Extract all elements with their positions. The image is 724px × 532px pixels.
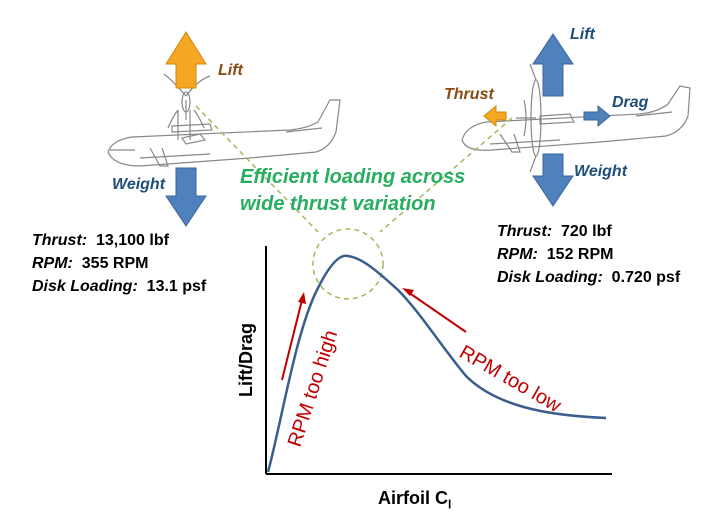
right-drag-arrow bbox=[583, 104, 611, 128]
left-spec-rpm: RPM: 355 RPM bbox=[32, 255, 149, 272]
right-weight-label: Weight bbox=[574, 163, 628, 180]
left-specs: Thrust: 13,100 lbf RPM: 355 RPM Disk Loa… bbox=[32, 229, 206, 298]
callout-line-2: wide thrust variation bbox=[240, 193, 436, 215]
right-spec-thrust: Thrust: 720 lbf bbox=[497, 223, 612, 240]
left-spec-thrust: Thrust: 13,100 lbf bbox=[32, 232, 169, 249]
y-axis-label: Lift/Drag bbox=[236, 323, 256, 397]
callout-line-1: Efficient loading across bbox=[240, 166, 466, 188]
right-specs: Thrust: 720 lbf RPM: 152 RPM Disk Loadin… bbox=[497, 220, 680, 289]
lift-drag-curve bbox=[266, 254, 607, 473]
annotation-rpm-too-low: RPM too low bbox=[456, 341, 566, 417]
right-thrust-label: Thrust bbox=[444, 86, 494, 103]
x-axis-label: Airfoil Cl bbox=[378, 488, 451, 512]
callout-line-left bbox=[195, 105, 319, 233]
left-lift-arrow bbox=[165, 31, 207, 89]
right-lift-label: Lift bbox=[570, 26, 595, 43]
right-drag-label: Drag bbox=[612, 94, 649, 111]
arrow-rpm-too-low bbox=[402, 288, 467, 333]
left-lift-label: Lift bbox=[218, 62, 243, 79]
right-thrust-arrow bbox=[483, 104, 507, 128]
right-lift-arrow bbox=[532, 33, 574, 97]
callout-line-right bbox=[379, 117, 513, 233]
callout-circle bbox=[312, 228, 384, 300]
left-weight-label: Weight bbox=[112, 176, 166, 193]
left-aircraft bbox=[107, 73, 341, 167]
x-axis-label-subscript: l bbox=[448, 497, 452, 512]
right-spec-rpm: RPM: 152 RPM bbox=[497, 246, 614, 263]
left-spec-disk-loading: Disk Loading: 13.1 psf bbox=[32, 278, 207, 295]
right-spec-disk-loading: Disk Loading: 0.720 psf bbox=[497, 269, 681, 286]
left-weight-arrow bbox=[165, 167, 207, 227]
annotation-rpm-too-high: RPM too high bbox=[284, 328, 342, 450]
right-weight-arrow bbox=[532, 153, 574, 207]
x-axis-label-main: Airfoil C bbox=[378, 488, 448, 508]
arrow-rpm-too-high bbox=[281, 292, 306, 381]
right-aircraft bbox=[461, 63, 691, 173]
